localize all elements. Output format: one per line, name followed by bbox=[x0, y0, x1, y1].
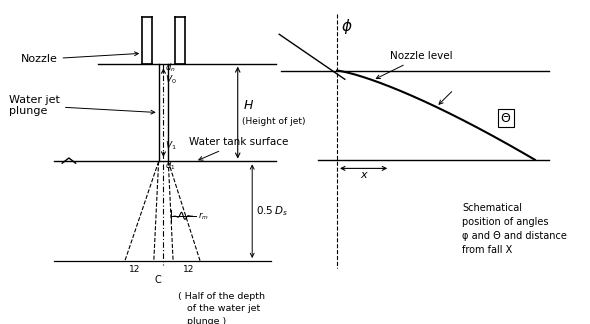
Text: (Height of jet): (Height of jet) bbox=[241, 117, 305, 126]
Text: $d_n$: $d_n$ bbox=[165, 62, 176, 74]
Text: 12: 12 bbox=[129, 265, 140, 274]
Text: $\Theta$: $\Theta$ bbox=[500, 112, 512, 125]
Text: H: H bbox=[244, 99, 253, 112]
Text: x: x bbox=[360, 170, 367, 180]
Text: $\phi$: $\phi$ bbox=[341, 17, 352, 36]
Text: $0.5\,D_s$: $0.5\,D_s$ bbox=[256, 204, 288, 218]
Text: $r_m$: $r_m$ bbox=[198, 211, 209, 222]
Text: Schematical
position of angles
φ and Θ and distance
from fall X: Schematical position of angles φ and Θ a… bbox=[463, 203, 568, 255]
Text: Nozzle: Nozzle bbox=[21, 52, 139, 64]
Text: $V_1$: $V_1$ bbox=[165, 140, 177, 152]
Text: ( Half of the depth
   of the water jet
   plunge ): ( Half of the depth of the water jet plu… bbox=[178, 292, 265, 324]
Text: $d_1$: $d_1$ bbox=[165, 159, 176, 172]
Text: Water tank surface: Water tank surface bbox=[189, 137, 289, 160]
Text: 12: 12 bbox=[183, 265, 194, 274]
Text: $V_0$: $V_0$ bbox=[165, 73, 177, 86]
Text: Nozzle level: Nozzle level bbox=[376, 51, 453, 78]
Text: C: C bbox=[155, 275, 161, 285]
Text: Water jet
plunge: Water jet plunge bbox=[9, 95, 155, 116]
